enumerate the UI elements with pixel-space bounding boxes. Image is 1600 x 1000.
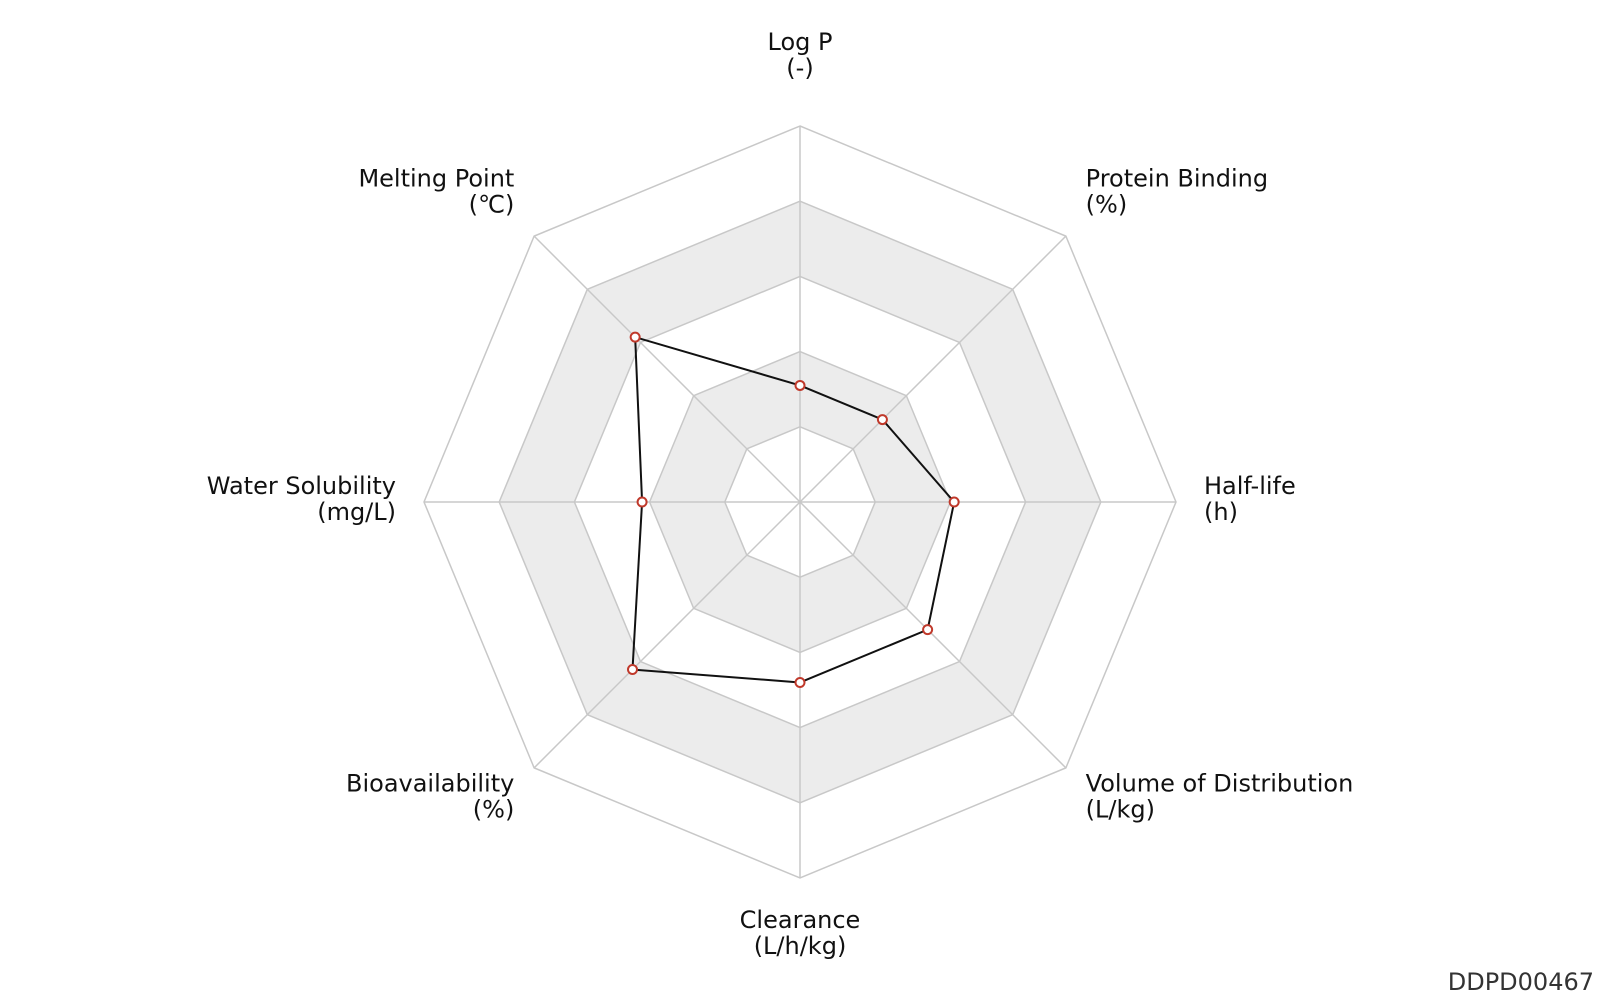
axis-label-1: Log P xyxy=(768,28,833,56)
data-point-3 xyxy=(948,496,960,508)
data-point-6 xyxy=(627,664,638,675)
radar-spoke-8 xyxy=(533,235,801,503)
radar-spoke-2 xyxy=(799,235,1067,503)
axis-unit-2: (%) xyxy=(1086,190,1128,218)
radar-spokes xyxy=(424,126,1176,878)
radar-series xyxy=(627,331,960,688)
axis-unit-4: (L/kg) xyxy=(1086,796,1155,824)
axis-label-8: Melting Point xyxy=(358,164,514,192)
axis-label-5: Clearance xyxy=(740,906,861,934)
data-point-4 xyxy=(922,624,934,636)
axis-label-3: Half-life xyxy=(1204,472,1296,500)
radar-spoke-6 xyxy=(533,501,801,769)
data-point-5 xyxy=(794,676,806,688)
axis-label-4: Volume of Distribution xyxy=(1086,770,1354,798)
axis-unit-7: (mg/L) xyxy=(317,498,396,526)
axis-label-7: Water Solubility xyxy=(207,472,396,500)
axis-unit-8: (℃) xyxy=(469,190,515,218)
axis-label-6: Bioavailability xyxy=(346,770,514,798)
axis-unit-5: (L/h/kg) xyxy=(754,932,847,960)
figure-id: DDPD00467 xyxy=(1447,968,1594,996)
data-point-7 xyxy=(636,496,648,508)
axis-unit-3: (h) xyxy=(1204,498,1238,526)
data-point-1 xyxy=(794,379,806,391)
axis-label-2: Protein Binding xyxy=(1086,164,1268,192)
axis-unit-6: (%) xyxy=(473,796,515,824)
radar-axis-labels: Log P(-)Protein Binding(%)Half-life(h)Vo… xyxy=(207,28,1354,960)
data-point-2 xyxy=(876,414,888,426)
radar-spoke-4 xyxy=(799,501,1067,769)
axis-unit-1: (-) xyxy=(786,54,813,82)
data-point-8 xyxy=(629,331,641,343)
